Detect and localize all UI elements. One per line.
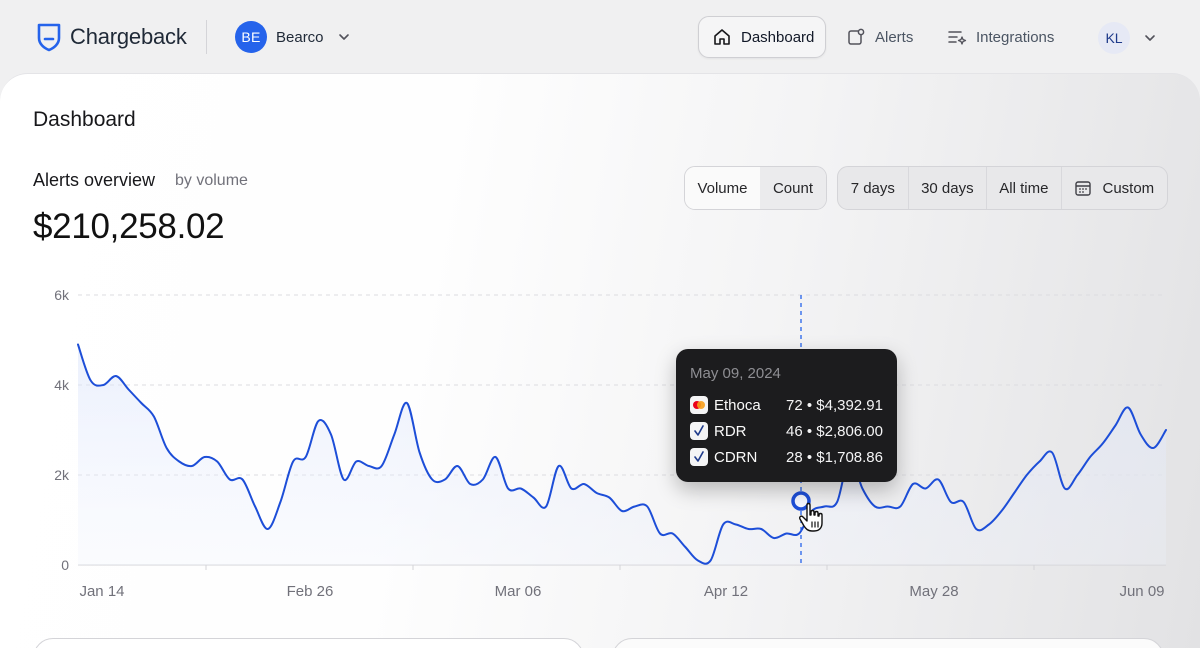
section-title: Alerts overview	[33, 170, 156, 190]
nav-integrations[interactable]: Integrations	[947, 16, 1054, 58]
tooltip-value: 46 • $2,806.00	[785, 422, 883, 440]
tooltip-row-cdrn: CDRN 28 • $1,708.86	[690, 447, 883, 467]
range-7-days-button[interactable]: 7 days	[850, 179, 895, 197]
top-navigation-bar: Chargeback BE Bearco Dashboard Alerts In…	[0, 0, 1200, 74]
y-tick-label: 4k	[54, 377, 70, 393]
tooltip-row-rdr: RDR 46 • $2,806.00	[690, 421, 883, 441]
series-line	[77, 343, 1167, 565]
tooltip-row-ethoca: Ethoca 72 • $4,392.91	[690, 395, 883, 415]
divider	[206, 20, 207, 54]
x-tick-label: May 28	[909, 583, 958, 600]
y-tick-label: 0	[61, 557, 69, 573]
nav-alerts-label: Alerts	[875, 28, 914, 46]
range-custom-button[interactable]: Custom	[1060, 167, 1167, 209]
summary-card[interactable]	[33, 638, 584, 648]
tooltip-name: CDRN	[714, 448, 758, 466]
integrations-icon	[948, 31, 967, 45]
tooltip-value: 28 • $1,708.86	[785, 448, 883, 466]
mastercard-icon	[690, 396, 708, 414]
tooltip-name: RDR	[714, 422, 747, 440]
x-tick-label: Apr 12	[704, 583, 748, 600]
section-subtitle: by volume	[175, 172, 248, 189]
org-switcher[interactable]: BE Bearco	[235, 21, 350, 53]
brand[interactable]: Chargeback	[36, 22, 187, 52]
shield-logo-icon	[37, 23, 61, 52]
series-area	[78, 344, 1166, 565]
nav-integrations-label: Integrations	[976, 28, 1055, 46]
range-30-days-button[interactable]: 30 days	[907, 167, 987, 209]
x-tick-label: Jun 09	[1119, 583, 1164, 600]
chevron-down-icon	[338, 34, 349, 40]
tooltip-date: May 09, 2024	[690, 365, 781, 382]
page-title: Dashboard	[33, 108, 136, 131]
tooltip-value: 72 • $4,392.91	[785, 396, 883, 414]
brand-name: Chargeback	[70, 24, 187, 49]
range-custom-label: Custom	[1102, 179, 1155, 197]
tooltip-name: Ethoca	[714, 396, 761, 414]
home-icon	[714, 29, 730, 45]
x-tick-label: Feb 26	[287, 583, 334, 600]
hand-pointer-icon	[799, 502, 823, 532]
alerts-chart-svg: 6k 4k 2k 0 Jan 14 Feb 26 Mar 06 Apr 12 May 28 Ju…	[54, 287, 1167, 600]
hover-point	[791, 491, 811, 511]
metric-volume-button[interactable]: Volume	[685, 167, 760, 209]
nav-dashboard-label: Dashboard	[741, 28, 815, 46]
summary-card[interactable]	[612, 638, 1164, 648]
nav-alerts[interactable]: Alerts	[846, 16, 913, 58]
visa-check-icon	[690, 422, 708, 440]
total-amount: $210,258.02	[33, 207, 225, 246]
x-tick-label: Mar 06	[495, 583, 542, 600]
metric-count-button[interactable]: Count	[759, 167, 826, 209]
y-tick-label: 6k	[54, 287, 70, 303]
range-all-time-button[interactable]: All time	[986, 167, 1061, 209]
alerts-chart[interactable]: 6k 4k 2k 0 Jan 14 Feb 26 Mar 06 Apr 12 May 28 Ju…	[0, 280, 1200, 610]
chevron-down-icon	[1145, 35, 1155, 41]
user-avatar: KL	[1098, 22, 1130, 54]
calendar-icon	[1075, 181, 1092, 196]
nav-dashboard[interactable]: Dashboard	[698, 16, 826, 58]
chart-tooltip: May 09, 2024 Ethoca 72 • $4,392.91 RDR 4…	[676, 349, 897, 482]
y-tick-label: 2k	[54, 467, 70, 483]
org-avatar: BE	[235, 21, 267, 53]
metric-toggle: Volume Count	[684, 166, 827, 210]
user-menu[interactable]: KL	[1098, 22, 1156, 54]
alert-icon	[848, 28, 865, 45]
range-toggle: 7 days 30 days All time Custom	[837, 166, 1168, 210]
visa-check-icon	[690, 448, 708, 466]
org-name: Bearco	[276, 28, 324, 46]
x-tick-label: Jan 14	[79, 583, 124, 600]
